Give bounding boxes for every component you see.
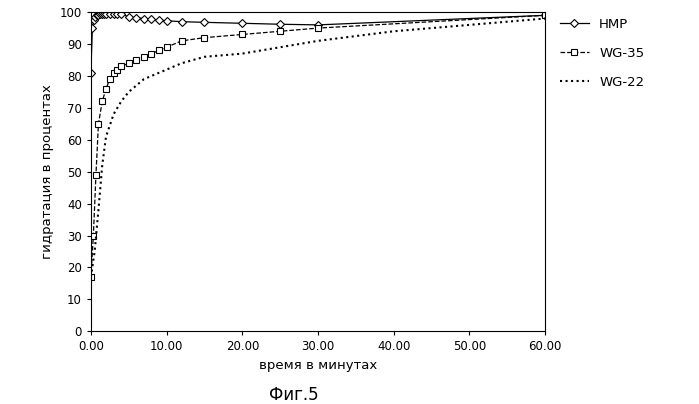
WG-35: [113, 67, 122, 72]
Line: HMP: HMP: [88, 11, 548, 76]
HMP: [87, 70, 95, 75]
WG-22: [276, 45, 284, 50]
WG-35: [155, 48, 164, 53]
WG-22: [124, 90, 133, 95]
Legend: HMP, WG-35, WG-22: HMP, WG-35, WG-22: [554, 12, 649, 95]
WG-35: [106, 77, 114, 82]
HMP: [162, 18, 171, 23]
WG-22: [389, 29, 398, 34]
HMP: [93, 13, 101, 18]
WG-35: [98, 99, 106, 104]
WG-22: [102, 134, 110, 139]
HMP: [98, 12, 106, 17]
HMP: [96, 12, 105, 17]
WG-22: [162, 67, 171, 72]
Line: WG-22: WG-22: [91, 19, 545, 277]
WG-35: [276, 29, 284, 34]
HMP: [178, 19, 186, 24]
HMP: [132, 15, 140, 20]
WG-22: [238, 51, 247, 56]
HMP: [91, 15, 100, 19]
WG-35: [201, 35, 209, 40]
WG-35: [541, 13, 549, 18]
HMP: [314, 23, 322, 27]
WG-35: [140, 55, 148, 59]
Text: Фиг.5: Фиг.5: [269, 386, 318, 404]
WG-22: [98, 163, 106, 168]
WG-22: [117, 99, 125, 104]
WG-35: [102, 86, 110, 91]
WG-35: [89, 233, 98, 238]
WG-22: [147, 74, 156, 78]
WG-22: [90, 249, 99, 254]
HMP: [106, 11, 114, 16]
HMP: [113, 11, 122, 16]
WG-35: [238, 32, 247, 37]
WG-35: [314, 26, 322, 31]
HMP: [88, 26, 96, 31]
Line: WG-35: WG-35: [88, 13, 548, 280]
HMP: [276, 22, 284, 27]
HMP: [147, 17, 156, 21]
HMP: [238, 21, 247, 26]
WG-22: [466, 23, 474, 27]
WG-35: [117, 64, 125, 69]
Y-axis label: гидратация в процентах: гидратация в процентах: [41, 84, 54, 259]
HMP: [201, 20, 209, 25]
X-axis label: время в минутах: время в минутах: [259, 359, 377, 372]
WG-35: [132, 58, 140, 63]
HMP: [94, 12, 103, 17]
WG-22: [314, 38, 322, 43]
HMP: [100, 11, 108, 16]
HMP: [140, 16, 148, 21]
WG-35: [94, 121, 103, 126]
WG-22: [140, 77, 148, 82]
HMP: [124, 15, 133, 19]
WG-35: [92, 173, 100, 177]
WG-22: [109, 112, 117, 117]
HMP: [109, 11, 117, 16]
WG-22: [132, 83, 140, 88]
WG-22: [178, 61, 186, 65]
WG-22: [94, 208, 103, 213]
HMP: [541, 13, 549, 18]
WG-35: [87, 275, 95, 280]
WG-35: [109, 70, 117, 75]
WG-35: [178, 38, 186, 43]
HMP: [102, 11, 110, 16]
WG-22: [541, 16, 549, 21]
WG-35: [147, 51, 156, 56]
HMP: [89, 18, 98, 23]
WG-22: [87, 275, 95, 280]
HMP: [117, 11, 125, 16]
WG-35: [124, 61, 133, 65]
WG-22: [201, 55, 209, 59]
HMP: [155, 18, 164, 23]
WG-35: [162, 45, 171, 50]
